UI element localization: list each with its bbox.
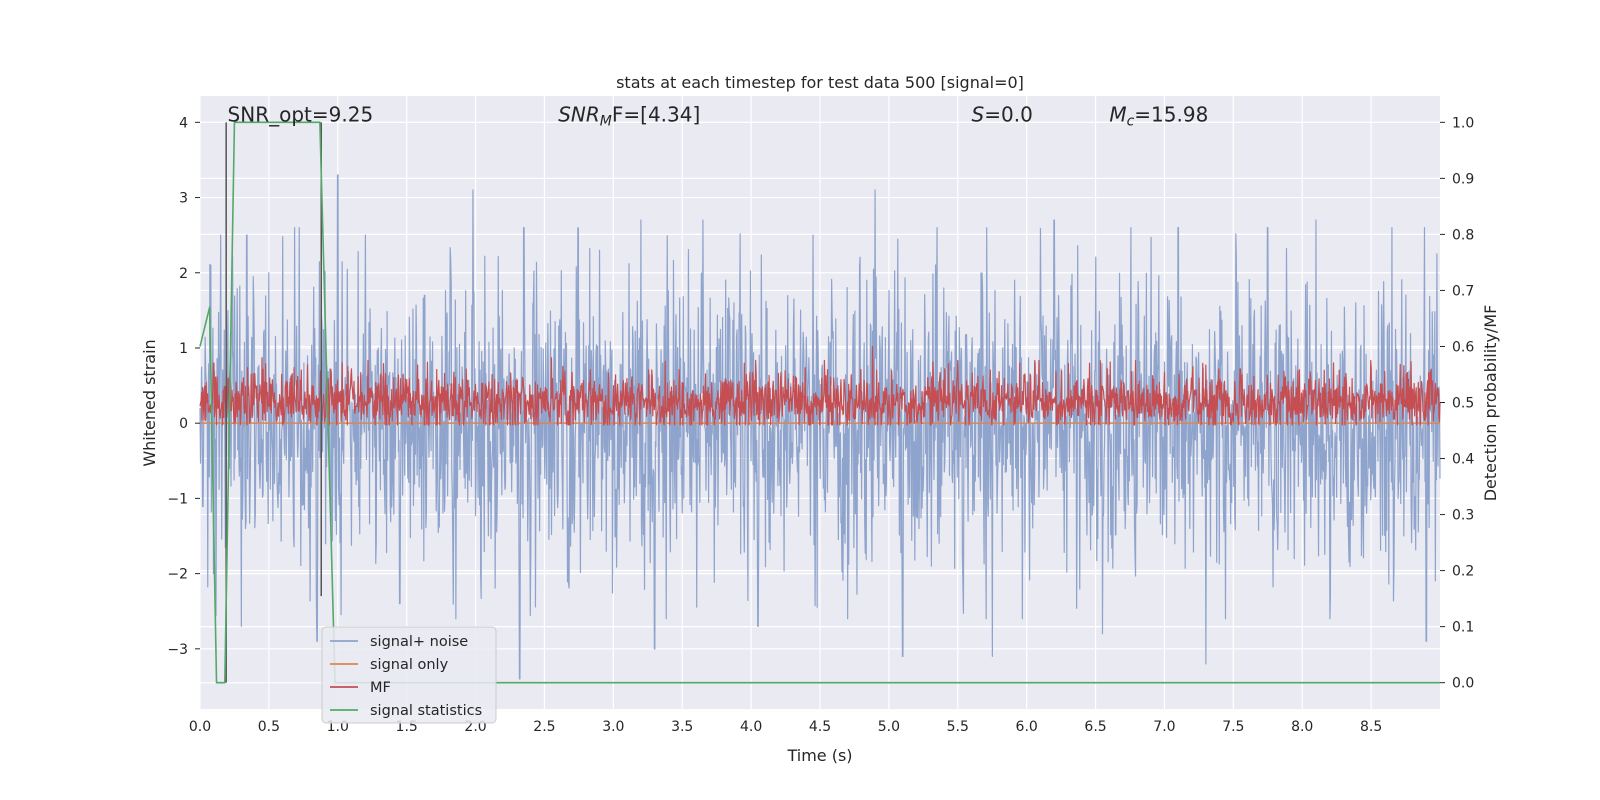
y2-tick-label: 0.6 [1452, 339, 1474, 355]
y-tick-label: −3 [167, 642, 188, 658]
snr-mf-subscript: M [600, 113, 612, 129]
s-stat-value: =0.0 [984, 102, 1033, 126]
y-tick-label: 1 [179, 341, 188, 357]
tick-labels: 0.0 0.5 1.0 1.5 2.0 2.5 3.0 3.5 4.0 4.5 5.0 5.5 6.0 6… [167, 115, 1474, 735]
y-tick-label: 4 [179, 115, 188, 131]
legend-box [321, 626, 497, 724]
x-tick-label: 7.5 [1222, 719, 1244, 735]
chart-title: stats at each timestep for test data 500… [616, 73, 1024, 92]
y-tick-label: 2 [179, 266, 188, 282]
y2-tick-label: 0.8 [1452, 227, 1474, 243]
legend: signal+ noise signal only MF signal statist… [321, 626, 497, 724]
y2-tick-label: 0.9 [1452, 171, 1474, 187]
snr-mf-symbol: SNR [558, 102, 600, 126]
y-tick-label: 0 [179, 416, 188, 432]
legend-label: signal+ noise [370, 634, 468, 650]
x-tick-label: 6.5 [1084, 719, 1106, 735]
signal-noise-line [199, 174, 1441, 680]
x-tick-label: 4.5 [809, 719, 831, 735]
legend-label: signal only [370, 657, 449, 673]
y2-tick-label: 0.0 [1452, 676, 1474, 692]
snr-mf-value: F=[4.34] [612, 102, 700, 126]
y-tick-label: −1 [167, 491, 188, 507]
annotations: SNR_opt=9.25 SNRMF=[4.34] S=0.0 Mc=15.98 [228, 102, 1209, 129]
x-tick-label: 7.0 [1153, 719, 1175, 735]
x-tick-label: 6.0 [1016, 719, 1038, 735]
y2-tick-label: 1.0 [1452, 115, 1474, 131]
s-stat-symbol: S [972, 102, 985, 126]
x-tick-label: 0.0 [189, 719, 211, 735]
x-tick-label: 8.5 [1360, 719, 1382, 735]
x-tick-label: 5.5 [947, 719, 969, 735]
y2-axis-label: Detection probability/MF [1481, 305, 1500, 502]
mf-series [199, 345, 1441, 426]
x-axis-label: Time (s) [786, 746, 852, 765]
y2-tick-label: 0.4 [1452, 452, 1474, 468]
x-tick-label: 3.5 [671, 719, 693, 735]
x-tick-label: 3.0 [602, 719, 624, 735]
signal-statistics-series [199, 121, 1440, 684]
snr-mf-annotation: SNRMF=[4.34] [558, 102, 700, 129]
chirp-mass-subscript: c [1127, 113, 1135, 129]
y2-tick-label: 0.7 [1452, 283, 1474, 299]
x-tick-label: 2.5 [533, 719, 555, 735]
y-axis-label: Whitened strain [140, 339, 159, 466]
x-tick-label: 4.0 [740, 719, 762, 735]
signal-statistics-line [199, 121, 1440, 684]
y2-tick-label: 0.3 [1452, 508, 1474, 524]
chirp-mass-annotation: Mc=15.98 [1109, 102, 1208, 129]
x-tick-label: 0.5 [258, 719, 280, 735]
y-tick-label: 3 [179, 191, 188, 207]
x-tick-label: 8.0 [1291, 719, 1313, 735]
chirp-mass-value: =15.98 [1134, 102, 1208, 126]
legend-label: signal statistics [370, 703, 482, 719]
mf-line [199, 345, 1441, 426]
y2-tick-label: 0.5 [1452, 396, 1474, 412]
x-tick-label: 5.0 [878, 719, 900, 735]
y2-tick-label: 0.2 [1452, 564, 1474, 580]
snr-opt-annotation: SNR_opt=9.25 [228, 102, 374, 126]
noise-series [199, 174, 1441, 680]
legend-label: MF [370, 680, 391, 696]
y-tick-label: −2 [167, 567, 188, 583]
s-stat-annotation: S=0.0 [972, 102, 1033, 126]
chirp-mass-symbol: M [1109, 102, 1126, 126]
y2-tick-label: 0.1 [1452, 620, 1474, 636]
